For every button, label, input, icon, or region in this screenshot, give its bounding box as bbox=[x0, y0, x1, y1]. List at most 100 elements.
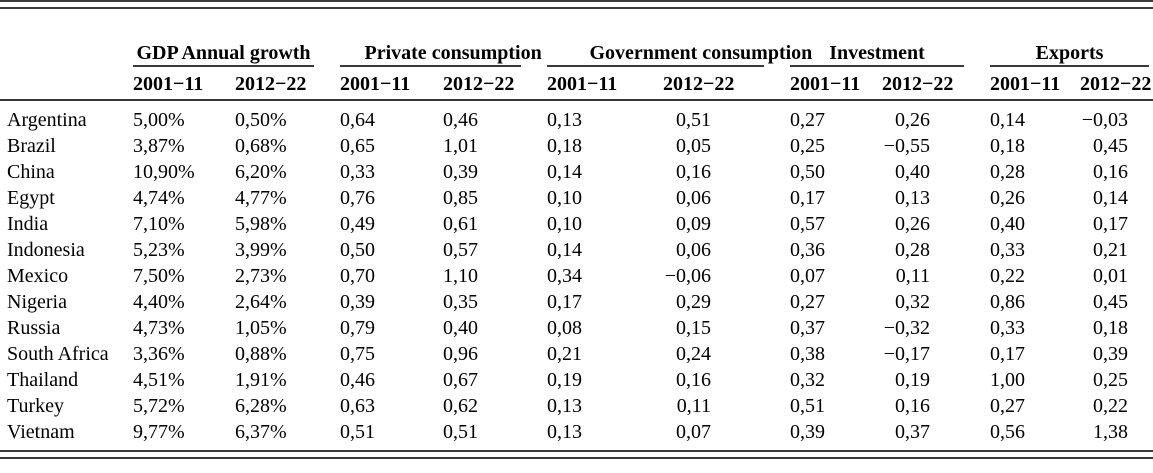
country-label: China bbox=[7, 161, 55, 183]
table-cell: 0,62 bbox=[443, 395, 478, 417]
table-cell: 1,10 bbox=[443, 265, 478, 287]
cell-value: 0,37 bbox=[895, 421, 930, 443]
cell-value: 0,11 bbox=[895, 265, 930, 287]
cell-value: −0,55 bbox=[883, 135, 930, 157]
table-cell: 0,50 bbox=[790, 161, 825, 183]
table-cell: 0,46 bbox=[340, 369, 375, 391]
table-cell: −0,32 bbox=[882, 315, 990, 341]
group-header-government-consumption: Government consumption bbox=[547, 9, 812, 67]
table-cell: 6,28% bbox=[235, 395, 287, 417]
country-label: South Africa bbox=[7, 343, 109, 365]
table-row: Thailand 4,51% 1,91% 0,46 0,67 0,19 0,16 0,32 0,… bbox=[0, 367, 1153, 393]
table-cell: 0,06 bbox=[663, 185, 790, 211]
cell-value: −0,32 bbox=[883, 317, 930, 339]
table-cell: 0,64 bbox=[340, 109, 375, 131]
table-cell: 0,39 bbox=[790, 421, 825, 443]
table-cell: 0,40 bbox=[443, 317, 478, 339]
table-cell: 0,88% bbox=[235, 343, 287, 365]
cell-value: 0,14 bbox=[1093, 187, 1129, 209]
table-cell: 5,00% bbox=[133, 109, 185, 131]
cell-value: −0,06 bbox=[664, 265, 711, 287]
table-cell: 0,16 bbox=[1080, 159, 1153, 185]
table-cell: 9,77% bbox=[133, 421, 185, 443]
table-row: Nigeria 4,40% 2,64% 0,39 0,35 0,17 0,29 0,27 0,3… bbox=[0, 289, 1153, 315]
table-cell: 0,79 bbox=[340, 317, 375, 339]
group-header-exports: Exports bbox=[990, 9, 1153, 67]
cell-value: 0,22 bbox=[1093, 395, 1129, 417]
group-underline: Government consumption bbox=[547, 42, 812, 67]
table-cell: 1,00 bbox=[990, 369, 1026, 391]
table-cell: 0,28 bbox=[990, 161, 1026, 183]
table-cell: 0,33 bbox=[990, 239, 1026, 261]
table-cell: 1,05% bbox=[235, 317, 287, 339]
table-cell: 3,99% bbox=[235, 239, 287, 261]
table-cell: 0,57 bbox=[790, 213, 825, 235]
period-header: 2012−22 bbox=[663, 67, 790, 101]
cell-value: 0,16 bbox=[1093, 161, 1129, 183]
table-cell: 0,05 bbox=[663, 133, 790, 159]
table-cell: 0,75 bbox=[340, 343, 375, 365]
table-cell: 0,61 bbox=[443, 213, 478, 235]
table-cell: 0,18 bbox=[1080, 315, 1153, 341]
table-cell: 0,39 bbox=[340, 291, 375, 313]
table-cell: 0,50 bbox=[340, 239, 375, 261]
country-label: Argentina bbox=[7, 109, 87, 131]
table-cell: 6,37% bbox=[235, 421, 287, 443]
table-cell: 0,51 bbox=[340, 421, 375, 443]
table-cell: 0,51 bbox=[790, 395, 825, 417]
country-label: Russia bbox=[7, 317, 61, 339]
cell-value: 0,05 bbox=[676, 135, 711, 157]
cell-value: 0,28 bbox=[895, 239, 930, 261]
group-label: Investment bbox=[829, 42, 925, 64]
cell-value: 0,26 bbox=[895, 213, 930, 235]
table-cell: 0,96 bbox=[443, 343, 478, 365]
table-cell: 7,50% bbox=[133, 265, 185, 287]
cell-value: 0,13 bbox=[895, 187, 930, 209]
table-cell: 0,10 bbox=[547, 187, 582, 209]
cell-value: −0,03 bbox=[1081, 109, 1129, 131]
table-cell: 0,09 bbox=[663, 211, 790, 237]
table-cell: 0,19 bbox=[882, 367, 990, 393]
group-label: Private consumption bbox=[364, 42, 542, 64]
group-underline: GDP Annual growth bbox=[133, 42, 314, 67]
period-header: 2012−22 bbox=[443, 67, 547, 101]
table-cell: 1,01 bbox=[443, 135, 478, 157]
table-cell: 6,20% bbox=[235, 161, 287, 183]
table-cell: 0,17 bbox=[990, 343, 1026, 365]
cell-value: 0,16 bbox=[676, 161, 711, 183]
cell-value: 0,06 bbox=[676, 239, 711, 261]
cell-value: 0,09 bbox=[676, 213, 711, 235]
table-cell: 0,11 bbox=[882, 263, 990, 289]
table-cell: 0,67 bbox=[443, 369, 478, 391]
table-cell: 0,24 bbox=[663, 341, 790, 367]
table-cell: 0,37 bbox=[882, 419, 990, 450]
group-label: Exports bbox=[1035, 42, 1104, 64]
table-cell: −0,55 bbox=[882, 133, 990, 159]
top-rule bbox=[0, 0, 1153, 9]
table-cell: 10,90% bbox=[133, 161, 195, 183]
table-cell: 0,13 bbox=[547, 395, 582, 417]
table-cell: 3,36% bbox=[133, 343, 185, 365]
cell-value: 0,11 bbox=[676, 395, 711, 417]
table-cell: 0,51 bbox=[443, 421, 478, 443]
table-cell: 0,33 bbox=[340, 161, 375, 183]
country-label: Mexico bbox=[7, 265, 69, 287]
group-underline: Investment bbox=[790, 42, 965, 67]
table-cell: 0,32 bbox=[882, 289, 990, 315]
table-cell: 0,26 bbox=[882, 211, 990, 237]
country-label: Egypt bbox=[7, 187, 55, 209]
table-cell: 0,14 bbox=[1080, 185, 1153, 211]
table-cell: 0,19 bbox=[547, 369, 582, 391]
table-cell: 0,16 bbox=[882, 393, 990, 419]
table-cell: 0,85 bbox=[443, 187, 478, 209]
table-row: China 10,90% 6,20% 0,33 0,39 0,14 0,16 0,50 0,40… bbox=[0, 159, 1153, 185]
country-label: Indonesia bbox=[7, 239, 85, 261]
table-cell: 0,38 bbox=[790, 343, 825, 365]
cell-value: 0,45 bbox=[1093, 135, 1129, 157]
table-cell: 0,21 bbox=[547, 343, 582, 365]
table-cell: −0,06 bbox=[663, 263, 790, 289]
table-cell: 4,51% bbox=[133, 369, 185, 391]
table-cell: 5,72% bbox=[133, 395, 185, 417]
cell-value: 0,21 bbox=[1093, 239, 1129, 261]
table-cell: 0,26 bbox=[990, 187, 1026, 209]
